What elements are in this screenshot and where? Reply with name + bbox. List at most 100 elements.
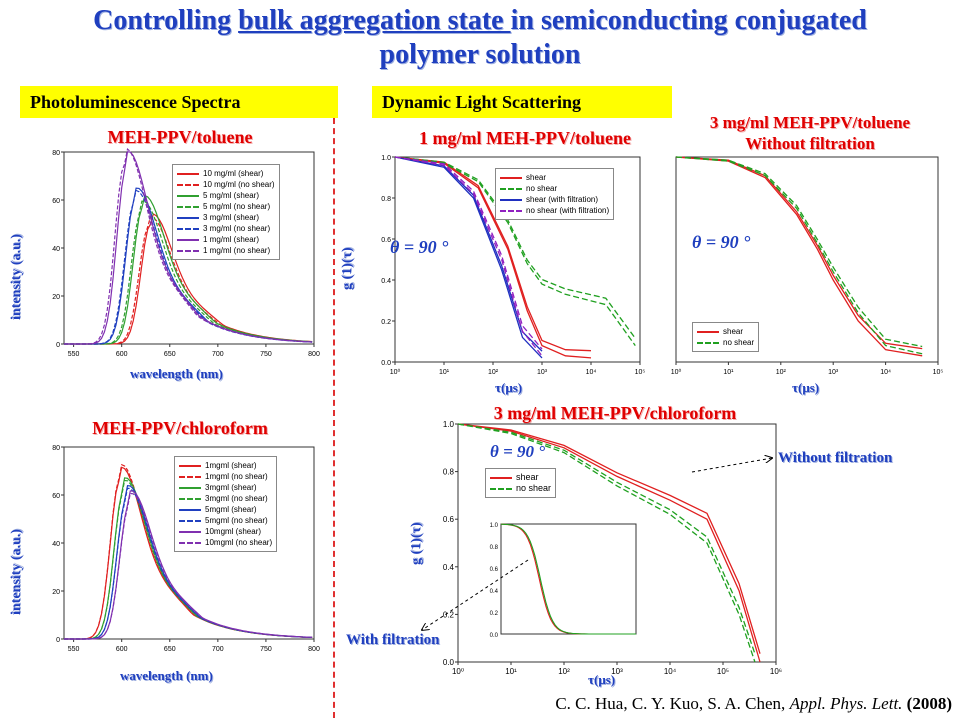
dls-chloroform-title: 3 mg/ml MEH-PPV/chloroform	[493, 403, 737, 423]
pl-series-line	[64, 151, 313, 345]
legend-entry: 3 mg/ml (shear)	[177, 212, 275, 223]
x-tick-label: 750	[260, 351, 272, 358]
pl-chloroform-legend: 1mgml (shear) 1mgml (no shear) 3mgml (shea…	[174, 456, 278, 552]
x-tick-label: 650	[164, 646, 176, 653]
x-tick-label: 550	[68, 351, 80, 358]
y-tick-label: 0.6	[443, 515, 455, 524]
x-tick-label: 10¹	[439, 369, 450, 376]
x-tick-label: 10³	[537, 369, 548, 376]
y-tick-label: 1.0	[381, 155, 391, 162]
legend-entry: shear	[490, 472, 551, 483]
legend-swatch	[500, 187, 522, 190]
y-tick-label: 20	[52, 589, 60, 596]
legend-entry: no shear	[500, 183, 609, 194]
legend-label: shear	[516, 472, 539, 482]
dls-toluene-3-title-line2: Without filtration	[745, 134, 875, 153]
y-tick-label: 1.0	[443, 420, 455, 429]
inset-series-line	[500, 523, 636, 635]
legend-label: 1 mg/ml (no shear)	[203, 246, 271, 255]
legend-label: shear	[526, 173, 547, 182]
dls-section-label: Dynamic Light Scattering	[372, 86, 672, 118]
dls-chloroform-legend: shear no shear	[485, 468, 557, 498]
legend-entry: 3 mg/ml (no shear)	[177, 223, 275, 234]
x-tick-label: 10⁵	[635, 369, 646, 376]
x-tick-label: 10²	[558, 667, 570, 676]
legend-entry: 5mgml (shear)	[179, 504, 272, 515]
dls-series-line	[394, 156, 636, 346]
y-tick-label: 0.4	[381, 278, 391, 285]
dls-series-line	[394, 156, 543, 359]
legend-label: 3 mg/ml (shear)	[203, 213, 260, 222]
legend-label: 1mgml (shear)	[205, 461, 257, 470]
x-tick-label: 10⁴	[664, 667, 677, 676]
plot-frame	[394, 156, 641, 363]
pl-chloroform-xlabel: wavelength (nm)	[120, 668, 213, 683]
x-tick-label: 10⁴	[880, 369, 891, 376]
y-tick-label: 0	[56, 637, 60, 644]
x-tick-label: 10⁴	[586, 369, 597, 376]
legend-swatch	[500, 198, 522, 201]
legend-swatch	[500, 176, 522, 179]
arrow-without	[691, 458, 772, 473]
without-filtration-annotation: Without filtration	[778, 450, 893, 466]
legend-entry: 1 mg/ml (shear)	[177, 234, 275, 245]
y-tick-label: 40	[52, 541, 60, 548]
y-tick-label: 20	[52, 294, 60, 301]
y-tick-label: 0	[56, 342, 60, 349]
legend-entry: 3mgml (shear)	[179, 482, 272, 493]
legend-swatch	[179, 464, 201, 467]
legend-swatch	[179, 486, 201, 489]
legend-entry: 5 mg/ml (no shear)	[177, 201, 275, 212]
y-tick-label: 60	[52, 493, 60, 500]
x-tick-label: 700	[212, 646, 224, 653]
dls-toluene-1-legend: shear no shear shear (with filtration) no s…	[495, 168, 615, 220]
pl-section-label: Photoluminescence Spectra	[20, 86, 338, 118]
legend-entry: 10 mg/ml (no shear)	[177, 179, 275, 190]
dls-chloroform-inset-chart: 0.0 0.2 0.4 0.6 0.8 1.0	[490, 523, 637, 639]
x-tick-label: 600	[116, 646, 128, 653]
dls-series-line	[675, 156, 923, 348]
legend-entry: 10 mg/ml (shear)	[177, 168, 275, 179]
y-tick-label: 0.2	[381, 319, 391, 326]
inset-y-tick-label: 0.4	[490, 589, 499, 595]
x-tick-label: 750	[260, 646, 272, 653]
y-tick-label: 0.4	[443, 563, 455, 572]
legend-entry: shear	[500, 172, 609, 183]
legend-swatch	[500, 209, 522, 212]
x-tick-label: 10³	[828, 369, 839, 376]
pl-series-line	[64, 492, 313, 640]
y-tick-label: 0.2	[443, 610, 455, 619]
dls-toluene-3-xlabel: τ(μs)	[792, 380, 820, 395]
legend-label: no shear	[526, 184, 558, 193]
dls-toluene-3-legend: shear no shear	[692, 322, 760, 352]
legend-entry: shear (with filtration)	[500, 194, 609, 205]
legend-label: 10 mg/ml (no shear)	[203, 180, 275, 189]
x-tick-label: 700	[212, 351, 224, 358]
inset-y-tick-label: 0.6	[490, 567, 499, 573]
x-tick-label: 600	[116, 351, 128, 358]
x-tick-label: 650	[164, 351, 176, 358]
legend-swatch	[697, 330, 719, 333]
legend-label: 3mgml (shear)	[205, 483, 257, 492]
citation: C. C. Hua, C. Y. Kuo, S. A. Chen, Appl. …	[555, 694, 952, 713]
legend-entry: 5 mg/ml (shear)	[177, 190, 275, 201]
legend-label: 5mgml (shear)	[205, 505, 257, 514]
legend-label: 10mgml (no shear)	[205, 538, 273, 547]
x-tick-label: 10⁶	[770, 667, 782, 676]
legend-swatch	[490, 487, 512, 490]
legend-label: 5mgml (no shear)	[205, 516, 268, 525]
dls-toluene-1-xlabel: τ(μs)	[495, 380, 523, 395]
legend-label: no shear	[723, 338, 755, 347]
y-tick-label: 60	[52, 198, 60, 205]
dls-toluene-3-theta: θ = 90 °	[692, 232, 751, 252]
dls-series-line	[675, 156, 923, 357]
y-tick-label: 0.0	[443, 658, 455, 667]
y-tick-label: 80	[52, 150, 60, 157]
legend-label: 5 mg/ml (no shear)	[203, 202, 271, 211]
x-tick-label: 10⁵	[933, 369, 944, 376]
legend-label: 1 mg/ml (shear)	[203, 235, 260, 244]
legend-label: 3 mg/ml (no shear)	[203, 224, 271, 233]
x-tick-label: 10¹	[723, 369, 734, 376]
inset-y-tick-label: 0.0	[490, 633, 499, 639]
legend-swatch	[177, 172, 199, 175]
